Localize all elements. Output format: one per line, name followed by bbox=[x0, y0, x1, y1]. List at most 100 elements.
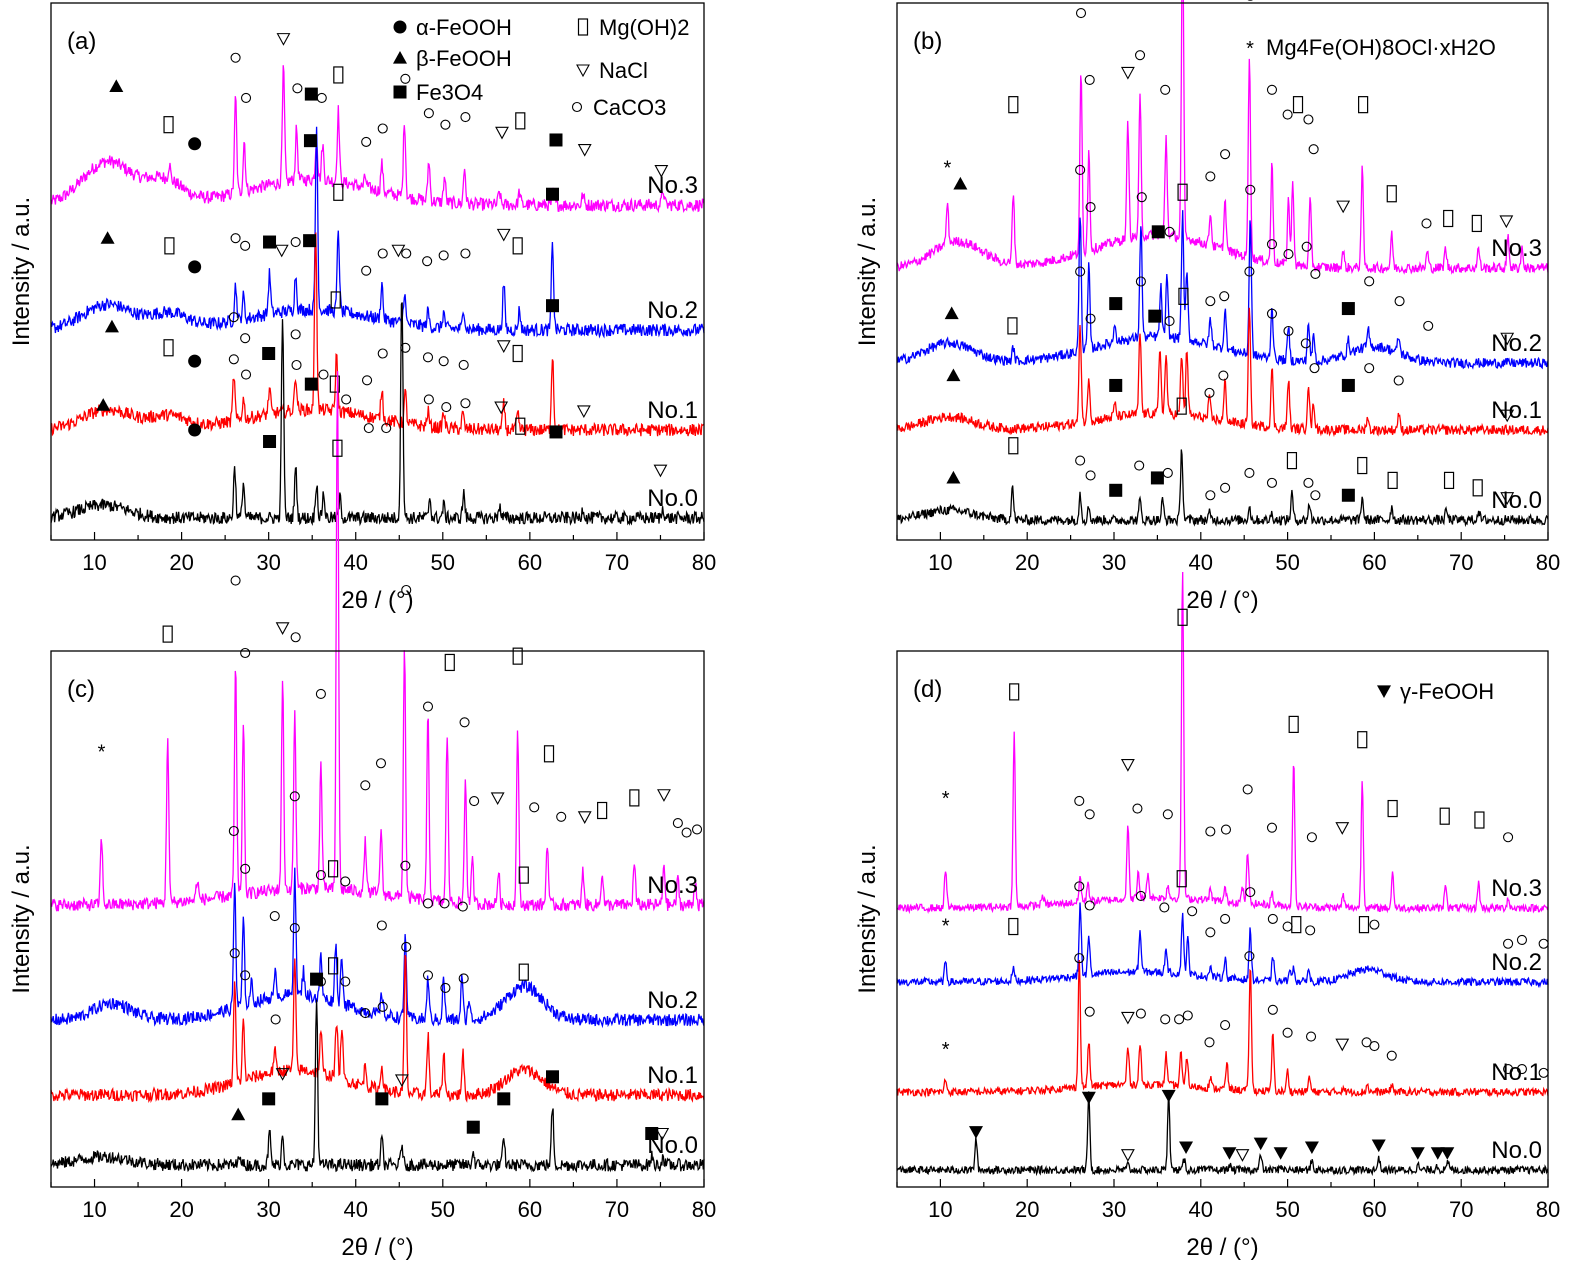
mg4fe-marker: * bbox=[942, 1039, 950, 1061]
caco3-marker bbox=[460, 248, 471, 259]
caco3-marker bbox=[292, 83, 303, 94]
legend-entry: * Mg4Fe(OH)8OCl·xH2O bbox=[1246, 35, 1496, 60]
mg4fe-marker: * bbox=[98, 742, 106, 764]
caco3-marker bbox=[230, 52, 241, 63]
caco3-marker bbox=[1369, 919, 1380, 930]
caco3-marker bbox=[341, 394, 352, 405]
caco3-marker bbox=[438, 250, 449, 261]
caco3-marker bbox=[377, 248, 388, 259]
caco3-marker bbox=[1204, 387, 1215, 398]
beta-feooh-marker bbox=[953, 176, 968, 190]
caco3-marker bbox=[1361, 1037, 1372, 1048]
mgoh2-marker bbox=[333, 183, 344, 201]
fe3o4-marker bbox=[549, 425, 563, 439]
nacl-marker bbox=[577, 811, 592, 824]
caco3-marker bbox=[1310, 268, 1321, 279]
series-line-no0 bbox=[896, 449, 1549, 528]
mgoh2-marker bbox=[1008, 437, 1019, 455]
caco3-marker bbox=[1135, 276, 1146, 287]
mgoh2-marker bbox=[1177, 183, 1188, 201]
beta-feooh-marker bbox=[104, 319, 119, 333]
caco3-marker bbox=[1084, 900, 1095, 911]
x-tick-label: 60 bbox=[1362, 550, 1386, 575]
legend-label: Fe3O4 bbox=[416, 80, 483, 105]
legend-entry: Fe3O4 bbox=[393, 80, 483, 105]
nacl-marker bbox=[394, 1074, 409, 1088]
x-tick-label: 20 bbox=[169, 550, 193, 575]
caco3-marker bbox=[1205, 927, 1216, 938]
caco3-marker bbox=[1075, 8, 1087, 19]
x-tick-label: 80 bbox=[692, 1197, 716, 1222]
mgoh2-marker bbox=[1387, 471, 1398, 489]
caco3-marker bbox=[228, 312, 239, 323]
caco3-marker bbox=[228, 825, 239, 837]
caco3-marker bbox=[691, 824, 703, 835]
caco3-marker bbox=[1164, 226, 1175, 237]
gamma-feooh-marker bbox=[1410, 1147, 1425, 1160]
nacl-marker bbox=[391, 244, 406, 258]
fe3o4-marker bbox=[497, 1092, 511, 1106]
mgoh2-marker bbox=[444, 653, 455, 672]
series-line-no1 bbox=[50, 232, 705, 437]
caco3-marker bbox=[1219, 291, 1230, 302]
beta-feooh-marker bbox=[96, 398, 111, 411]
caco3-marker bbox=[340, 876, 351, 887]
mgoh2-marker bbox=[1008, 917, 1019, 936]
panel-label: (d) bbox=[913, 676, 942, 703]
caco3-marker bbox=[1160, 84, 1171, 95]
caco3-marker bbox=[1204, 1037, 1215, 1048]
fe3o4-marker bbox=[303, 234, 317, 248]
plot-frame bbox=[896, 650, 1549, 1188]
caco3-marker bbox=[672, 818, 683, 829]
fe3o4-marker bbox=[546, 187, 560, 201]
x-tick-label: 60 bbox=[518, 550, 542, 575]
gamma-feooh-marker bbox=[1304, 1141, 1319, 1155]
caco3-marker bbox=[315, 688, 326, 700]
mgoh2-marker bbox=[1288, 715, 1299, 734]
series-line-no3 bbox=[896, 0, 1549, 275]
fe3o4-marker bbox=[304, 87, 318, 101]
caco3-marker bbox=[1282, 921, 1293, 932]
mg4fe-marker: * bbox=[943, 158, 951, 180]
caco3-marker bbox=[1084, 74, 1095, 85]
x-tick-label: 30 bbox=[256, 550, 280, 575]
gamma-feooh-marker bbox=[1253, 1137, 1268, 1151]
mgoh2-marker bbox=[327, 957, 339, 975]
caco3-marker bbox=[240, 970, 251, 981]
caco3-marker bbox=[438, 356, 449, 367]
series-label: No.3 bbox=[647, 172, 698, 199]
caco3-marker bbox=[1364, 276, 1375, 287]
y-axis-label: Intensity / a.u. bbox=[854, 844, 881, 993]
x-tick-label: 10 bbox=[928, 550, 952, 575]
x-tick-label: 10 bbox=[82, 550, 106, 575]
mgoh2-marker bbox=[515, 112, 526, 130]
caco3-marker bbox=[290, 236, 301, 248]
caco3-marker bbox=[1134, 50, 1146, 61]
fe3o4-marker bbox=[1150, 471, 1164, 485]
plot-frame bbox=[50, 2, 705, 541]
x-tick-label: 80 bbox=[692, 550, 716, 575]
caco3-marker bbox=[316, 92, 327, 103]
beta-feooh-marker bbox=[944, 306, 959, 320]
gamma-feooh-marker bbox=[1440, 1147, 1455, 1160]
series-label: No.1 bbox=[647, 1062, 698, 1089]
x-tick-label: 40 bbox=[343, 550, 367, 575]
series-label: No.0 bbox=[1491, 487, 1542, 514]
series-line-no2 bbox=[50, 126, 705, 339]
y-axis-label: Intensity / a.u. bbox=[8, 844, 35, 993]
plot-frame bbox=[896, 2, 1549, 541]
mgoh2-marker bbox=[518, 963, 529, 981]
caco3-marker bbox=[1075, 455, 1086, 466]
caco3-marker bbox=[1074, 881, 1085, 892]
x-tick-label: 40 bbox=[1189, 550, 1213, 575]
nacl-marker bbox=[653, 464, 668, 478]
caco3-marker bbox=[571, 101, 583, 113]
caco3-marker bbox=[1245, 887, 1256, 898]
gamma-feooh-marker bbox=[1273, 1147, 1288, 1160]
alpha-feooh-marker bbox=[188, 137, 202, 151]
caco3-marker bbox=[360, 780, 371, 791]
caco3-marker bbox=[1516, 1064, 1528, 1075]
mg4fe-marker: * bbox=[942, 788, 950, 810]
caco3-marker bbox=[469, 795, 480, 807]
fe3o4-marker bbox=[1148, 309, 1162, 323]
